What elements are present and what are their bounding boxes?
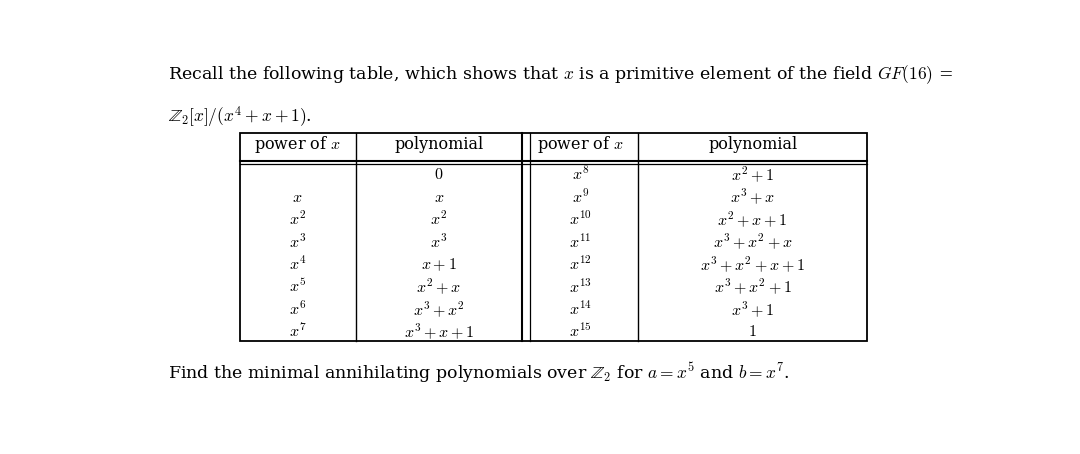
Text: $x^3+x$: $x^3+x$ xyxy=(730,187,775,207)
Text: $x^3+x^2$: $x^3+x^2$ xyxy=(413,300,464,320)
Text: $x^{15}$: $x^{15}$ xyxy=(569,323,592,341)
Text: $\mathbb{Z}_2[x]/(x^4 + x + 1)$.: $\mathbb{Z}_2[x]/(x^4 + x + 1)$. xyxy=(168,105,312,130)
Text: $x^3+x^2+1$: $x^3+x^2+1$ xyxy=(714,277,792,297)
Text: $x^8$: $x^8$ xyxy=(571,165,589,184)
Text: $x^3+1$: $x^3+1$ xyxy=(731,300,774,320)
Text: $x$: $x$ xyxy=(293,188,302,206)
Text: $x^3$: $x^3$ xyxy=(430,233,447,251)
Text: polynomial: polynomial xyxy=(708,136,797,153)
Text: $x^{10}$: $x^{10}$ xyxy=(569,210,592,229)
Text: $x^4$: $x^4$ xyxy=(289,255,307,274)
Text: $x^2+x$: $x^2+x$ xyxy=(417,277,461,297)
Text: $x^{12}$: $x^{12}$ xyxy=(569,255,592,274)
Text: $0$: $0$ xyxy=(434,166,444,183)
Text: $x^{13}$: $x^{13}$ xyxy=(569,278,592,296)
Text: $1$: $1$ xyxy=(748,324,757,340)
Text: $x^3+x^2+x+1$: $x^3+x^2+x+1$ xyxy=(700,255,806,275)
Text: $x^2+x+1$: $x^2+x+1$ xyxy=(717,209,788,230)
Text: $x^6$: $x^6$ xyxy=(289,300,307,319)
Text: $x^3$: $x^3$ xyxy=(289,233,307,251)
Text: $x$: $x$ xyxy=(434,188,444,206)
Text: $x^3+x^2+x$: $x^3+x^2+x$ xyxy=(713,232,793,252)
Text: $x^2$: $x^2$ xyxy=(289,210,307,229)
Text: $x^{14}$: $x^{14}$ xyxy=(569,300,592,319)
Text: $x^2+1$: $x^2+1$ xyxy=(731,164,774,185)
Text: power of $x$: power of $x$ xyxy=(537,134,623,155)
Text: power of $x$: power of $x$ xyxy=(254,134,341,155)
Text: $x^9$: $x^9$ xyxy=(571,188,589,206)
Text: $x^7$: $x^7$ xyxy=(288,323,307,341)
Text: $x^5$: $x^5$ xyxy=(289,278,307,296)
Text: Recall the following table, which shows that $x$ is a primitive element of the f: Recall the following table, which shows … xyxy=(168,63,954,86)
Text: polynomial: polynomial xyxy=(394,136,484,153)
Text: Find the minimal annihilating polynomials over $\mathbb{Z}_2$ for $a = x^5$ and : Find the minimal annihilating polynomial… xyxy=(168,360,789,385)
Text: $x^3+x+1$: $x^3+x+1$ xyxy=(404,322,474,342)
Text: $x^2$: $x^2$ xyxy=(430,210,447,229)
Text: $x^{11}$: $x^{11}$ xyxy=(569,233,592,251)
Text: $x+1$: $x+1$ xyxy=(421,256,457,273)
